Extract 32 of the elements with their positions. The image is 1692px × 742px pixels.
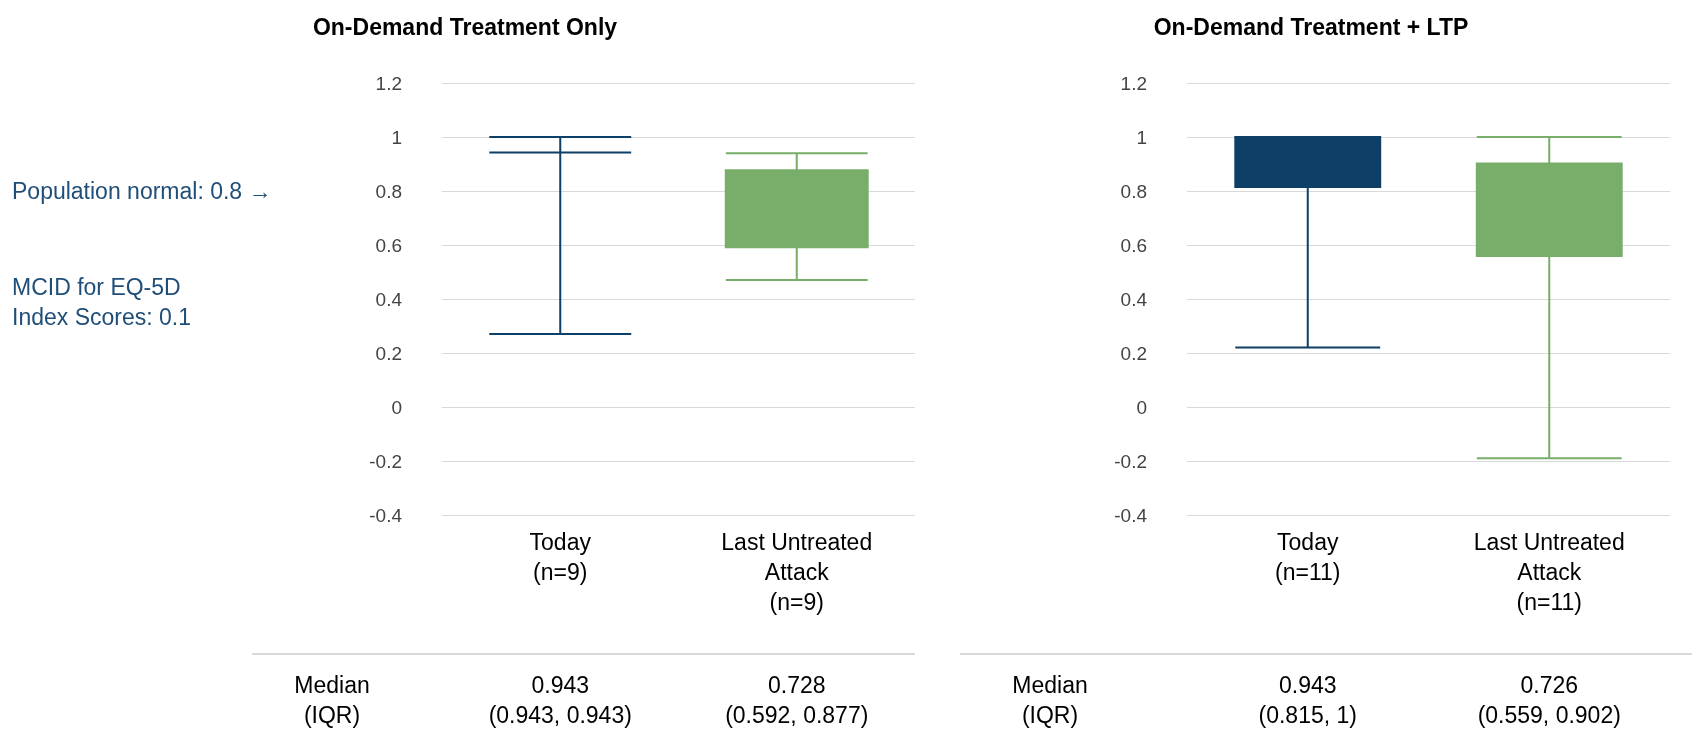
text: 0.943 (0.943, 0.943) (488, 672, 632, 728)
y-tick-label: 0 (1136, 396, 1147, 418)
y-tick-label: 1.2 (1120, 72, 1147, 94)
chart-title: On-Demand Treatment + LTP (1153, 13, 1469, 40)
y-tick-label: 0.8 (375, 180, 402, 202)
text: MCID for EQ-5D Index Scores: 0.1 (12, 273, 191, 332)
y-tick-label: 0.2 (1120, 342, 1147, 364)
text: 0.726 (0.559, 0.902) (1477, 672, 1621, 728)
x-tick-label: Today (n=9) (529, 529, 592, 585)
text: Population normal: 0.8 → (12, 177, 272, 206)
y-tick-label: 0.4 (1120, 288, 1148, 310)
y-tick-label: -0.2 (369, 450, 402, 472)
x-tick-label: Last Untreated Attack (n=11) (1473, 529, 1625, 615)
y-tick-label: 0.6 (375, 234, 402, 256)
text: Median (IQR) (293, 671, 371, 730)
y-tick-label: 0.4 (375, 288, 403, 310)
y-tick-label: -0.4 (1114, 504, 1148, 526)
y-tick-label: 0 (391, 396, 402, 418)
chart-title: On-Demand Treatment Only (312, 13, 618, 40)
y-tick-label: 0.6 (1120, 234, 1147, 256)
x-tick-label: Last Untreated Attack (n=9) (721, 529, 873, 615)
y-tick-label: 0.2 (375, 342, 402, 364)
y-tick-label: 1.2 (375, 72, 402, 94)
y-tick-label: 1 (1136, 126, 1147, 148)
y-tick-label: -0.4 (369, 504, 403, 526)
y-tick-label: 0.8 (1120, 180, 1147, 202)
y-tick-label: -0.2 (1114, 450, 1147, 472)
text: Median (IQR) (1011, 671, 1089, 730)
y-tick-label: 1 (391, 126, 402, 148)
x-tick-label: Today (n=11) (1275, 529, 1341, 585)
text: 0.728 (0.592, 0.877) (725, 672, 869, 728)
text: 0.943 (0.815, 1) (1258, 672, 1357, 728)
